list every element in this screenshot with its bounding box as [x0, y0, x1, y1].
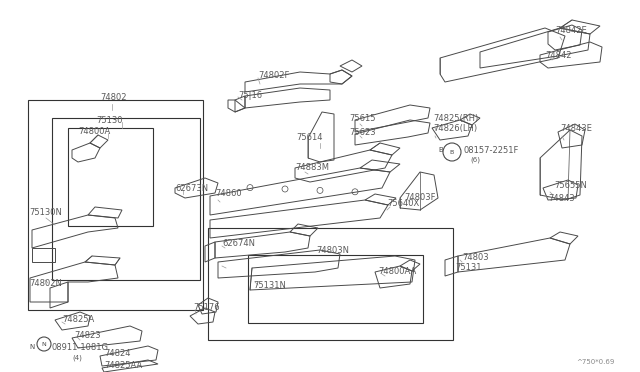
- Text: 74802F: 74802F: [258, 71, 289, 80]
- Text: 75130N: 75130N: [29, 208, 62, 217]
- Text: 74843E: 74843E: [560, 124, 592, 132]
- Text: 74803N: 74803N: [316, 246, 349, 254]
- Text: 75615: 75615: [349, 113, 376, 122]
- Text: (4): (4): [72, 355, 82, 361]
- Text: 74825AA: 74825AA: [104, 360, 142, 369]
- Text: 74824: 74824: [104, 350, 131, 359]
- Text: N: N: [29, 344, 35, 350]
- Text: 62673N: 62673N: [175, 183, 208, 192]
- Text: 74825A: 74825A: [62, 314, 94, 324]
- Text: 74803F: 74803F: [404, 192, 435, 202]
- Text: 74883M: 74883M: [295, 163, 329, 171]
- Bar: [52, 118, 200, 280]
- Text: 74800AA: 74800AA: [378, 266, 416, 276]
- Text: 75614: 75614: [296, 132, 323, 141]
- Text: ^750*0.69: ^750*0.69: [576, 359, 614, 365]
- Text: B: B: [450, 150, 454, 154]
- Text: 74802N: 74802N: [29, 279, 62, 289]
- Text: 08911-1081G: 08911-1081G: [52, 343, 109, 352]
- Text: 74842E: 74842E: [555, 26, 587, 35]
- Text: 74842: 74842: [545, 51, 572, 60]
- Text: 75|16: 75|16: [238, 90, 262, 99]
- Text: 74825(RH): 74825(RH): [433, 113, 478, 122]
- Text: 75640X: 75640X: [387, 199, 419, 208]
- Text: (6): (6): [470, 157, 480, 163]
- Text: 74860: 74860: [215, 189, 242, 198]
- Text: 74800A: 74800A: [78, 126, 110, 135]
- Text: 08157-2251F: 08157-2251F: [464, 145, 520, 154]
- Text: 75655N: 75655N: [554, 180, 587, 189]
- Text: 74803: 74803: [462, 253, 488, 263]
- Bar: [208, 228, 453, 340]
- Text: 62674N: 62674N: [222, 238, 255, 247]
- Bar: [28, 100, 203, 310]
- Text: 75131N: 75131N: [253, 282, 286, 291]
- Text: 75130: 75130: [96, 115, 122, 125]
- Text: 74823: 74823: [74, 331, 100, 340]
- Text: N: N: [42, 341, 46, 346]
- Text: 74826(LH): 74826(LH): [433, 124, 477, 132]
- Text: 75131: 75131: [455, 263, 481, 273]
- Text: 75176: 75176: [193, 304, 220, 312]
- Text: B: B: [438, 147, 443, 153]
- Text: 74843: 74843: [548, 193, 575, 202]
- Bar: [248, 255, 423, 323]
- Text: 75623: 75623: [349, 128, 376, 137]
- Text: 74802: 74802: [100, 93, 127, 102]
- Bar: [68, 128, 153, 226]
